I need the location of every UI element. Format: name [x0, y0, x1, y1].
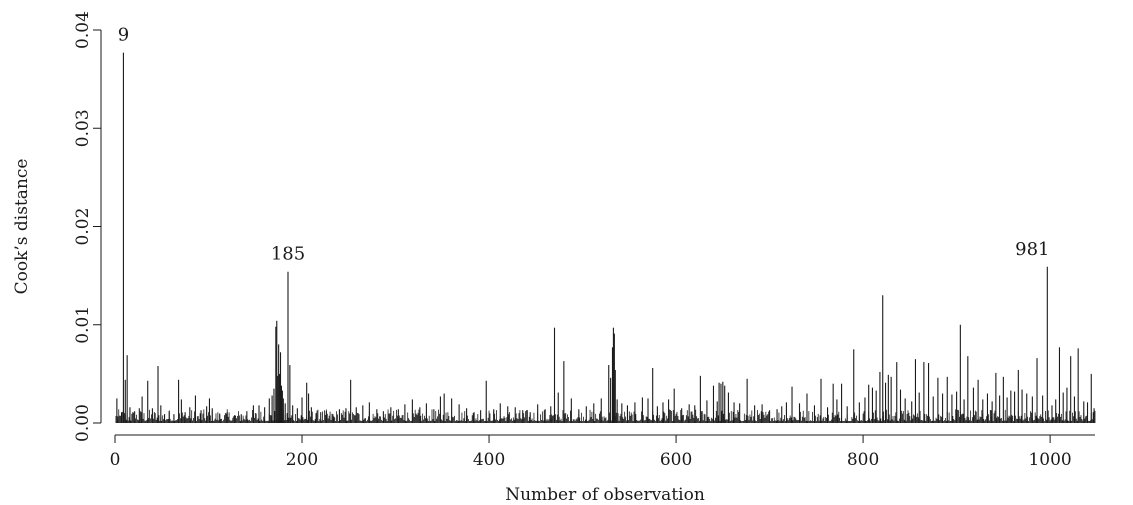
baseline-noise	[115, 409, 1096, 423]
bars-group	[116, 52, 1095, 423]
y-tick-label: 0.00	[73, 404, 93, 442]
x-axis-label: Number of observation	[505, 485, 705, 505]
x-tick-label: 0	[110, 450, 121, 470]
y-axis-label: Cook’s distance	[12, 159, 32, 295]
x-tick-label: 600	[660, 450, 692, 470]
y-tick-label: 0.01	[73, 306, 93, 344]
baseline-noise-group	[115, 409, 1096, 423]
x-tick-label: 800	[847, 450, 879, 470]
x-tick-label: 200	[286, 450, 318, 470]
x-tick-label: 400	[473, 450, 505, 470]
annotations-group: 9 185 981	[118, 25, 1050, 265]
annotation-label: 981	[1015, 239, 1049, 260]
annotation-label: 185	[271, 244, 305, 265]
x-tick-label: 1000	[1028, 450, 1071, 470]
x-ticks-group: 0 200 400 600 800 1000	[110, 435, 1072, 470]
y-tick-label: 0.04	[73, 11, 93, 49]
annotation-label: 9	[118, 25, 129, 46]
y-tick-label: 0.03	[73, 109, 93, 147]
axes-group: 0 200 400 600 800 1000 0.00 0.01 0.02 0.03 0.04 N…	[12, 11, 1095, 505]
y-ticks-group: 0.00 0.01 0.02 0.03 0.04	[73, 11, 101, 442]
y-tick-label: 0.02	[73, 208, 93, 246]
